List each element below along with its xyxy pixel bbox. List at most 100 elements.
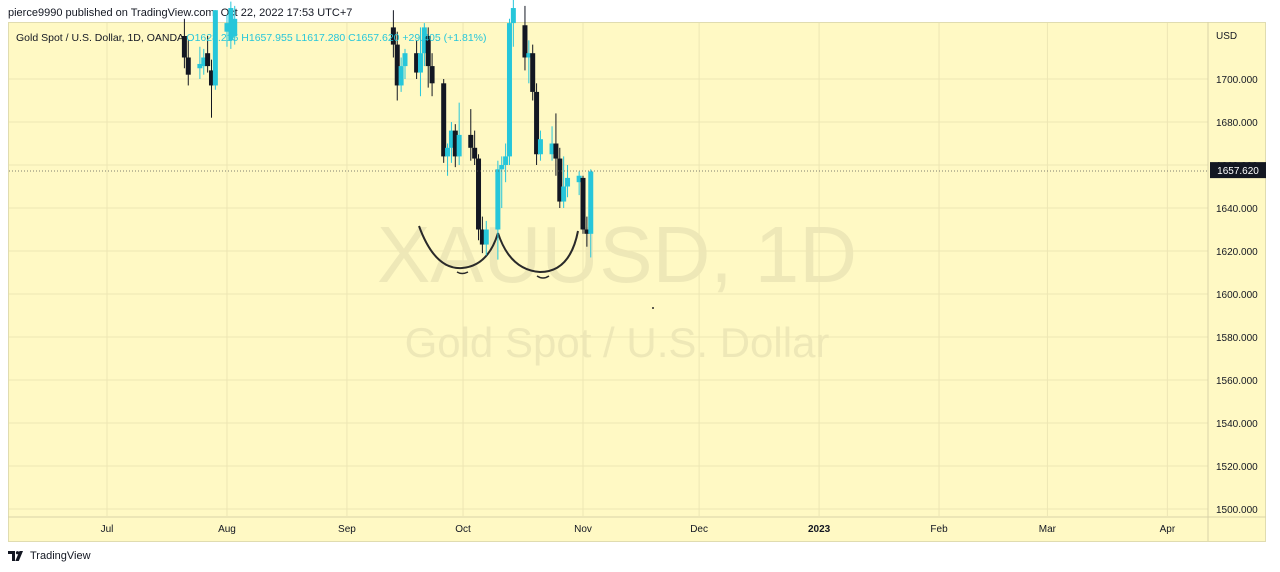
candle-body xyxy=(506,23,512,157)
currency-label: USD xyxy=(1216,31,1237,42)
candle xyxy=(224,14,230,47)
candle xyxy=(476,154,482,241)
candle xyxy=(201,48,207,75)
candle-body xyxy=(495,169,501,230)
candle xyxy=(212,10,218,90)
y-tick-label: 1500.000 xyxy=(1216,505,1258,516)
candle-body xyxy=(476,158,482,230)
y-tick-label: 1600.000 xyxy=(1216,290,1258,301)
candle xyxy=(580,175,586,234)
candle xyxy=(588,169,594,258)
candle xyxy=(181,18,187,69)
candle xyxy=(402,48,408,79)
candle-body xyxy=(580,177,586,230)
candle xyxy=(232,5,238,45)
published-info: pierce9990 published on TradingView.com,… xyxy=(8,7,353,19)
candle xyxy=(526,40,532,84)
candle xyxy=(441,79,447,163)
candle-body xyxy=(441,83,447,157)
y-tick-label: 1580.000 xyxy=(1216,333,1258,344)
candle-body xyxy=(425,36,431,67)
candle xyxy=(429,53,435,97)
legend-symbol: Gold Spot / U.S. Dollar, 1D, OANDA xyxy=(16,32,184,44)
x-tick-label: Mar xyxy=(1039,524,1057,535)
candle-body xyxy=(522,25,528,58)
x-tick-label: Jul xyxy=(101,524,114,535)
candle xyxy=(522,5,528,71)
candle xyxy=(530,44,536,101)
candle-body xyxy=(429,66,435,84)
candle-body xyxy=(526,53,532,58)
candle-body xyxy=(181,36,187,58)
legend-ohlc: O1628.215 H1657.955 L1617.280 C1657.620 … xyxy=(186,32,487,44)
candle xyxy=(576,171,582,196)
y-tick-label: 1560.000 xyxy=(1216,376,1258,387)
candle-body xyxy=(456,134,462,157)
time-axis: Jul Aug Sep Oct Nov Dec 2023 Feb Mar Apr xyxy=(8,516,1266,535)
candle xyxy=(510,0,516,47)
candle xyxy=(205,36,211,73)
candle-body xyxy=(212,10,218,86)
chart-legend[interactable]: Gold Spot / U.S. Dollar, 1D, OANDA O1628… xyxy=(16,32,487,44)
candle-body xyxy=(557,158,563,202)
chart-panel[interactable]: XAUUSD, 1D Gold Spot / U.S. Dollar xyxy=(8,22,1266,542)
candle xyxy=(537,130,543,161)
candle xyxy=(534,83,540,165)
candle xyxy=(197,46,203,79)
candle-body xyxy=(185,57,191,75)
left-bottom-curve xyxy=(418,225,499,270)
candle-body xyxy=(445,147,451,157)
candle xyxy=(479,216,485,254)
candle-body xyxy=(205,53,211,67)
candle xyxy=(452,124,458,168)
x-tick-label: Oct xyxy=(455,524,471,535)
candle xyxy=(425,27,431,88)
candle-body xyxy=(499,165,505,170)
candle xyxy=(472,130,478,165)
tradingview-logo-icon xyxy=(8,551,23,561)
price-axis: 1700.0001680.0001660.0001640.0001620.000… xyxy=(1207,22,1266,541)
right-smile-mark xyxy=(536,275,550,279)
candle-body xyxy=(510,8,516,24)
candle xyxy=(561,156,567,208)
candle xyxy=(506,18,512,165)
candle xyxy=(185,40,191,86)
candle xyxy=(483,220,489,256)
candle-body xyxy=(553,143,559,159)
candle-body xyxy=(208,70,214,86)
watermark-ticker: XAUUSD, 1D xyxy=(376,210,858,299)
candle-body xyxy=(472,147,478,159)
y-tick-label: 1700.000 xyxy=(1216,75,1258,86)
x-tick-label: Aug xyxy=(218,524,236,535)
candle-body xyxy=(448,130,454,148)
y-tick-label: 1520.000 xyxy=(1216,462,1258,473)
candle-body xyxy=(588,171,594,234)
candle-body xyxy=(452,130,458,157)
stray-dot xyxy=(652,307,654,309)
candle-body xyxy=(503,156,509,165)
watermark-name: Gold Spot / U.S. Dollar xyxy=(404,319,830,366)
x-tick-label: Nov xyxy=(574,524,592,535)
candle-body xyxy=(421,27,427,54)
candle xyxy=(394,31,400,101)
candle xyxy=(549,126,555,161)
candle-body xyxy=(398,66,404,86)
candle-body xyxy=(394,44,400,86)
y-tick-label: 1620.000 xyxy=(1216,247,1258,258)
candle-body xyxy=(565,177,571,187)
candle xyxy=(414,40,420,79)
candle-body xyxy=(197,63,203,69)
candle-body xyxy=(414,53,420,73)
candle-body xyxy=(561,186,567,202)
tradingview-logo[interactable]: TradingView xyxy=(8,550,91,562)
header-bar: pierce9990 published on TradingView.com,… xyxy=(0,0,1280,22)
candle xyxy=(448,122,454,163)
x-tick-label: 2023 xyxy=(808,524,831,535)
candle-body xyxy=(468,134,474,148)
candle xyxy=(553,113,559,176)
last-price-tag xyxy=(1210,162,1266,179)
candle xyxy=(456,102,462,165)
candle xyxy=(565,165,571,198)
y-tick-label: 1640.000 xyxy=(1216,204,1258,215)
